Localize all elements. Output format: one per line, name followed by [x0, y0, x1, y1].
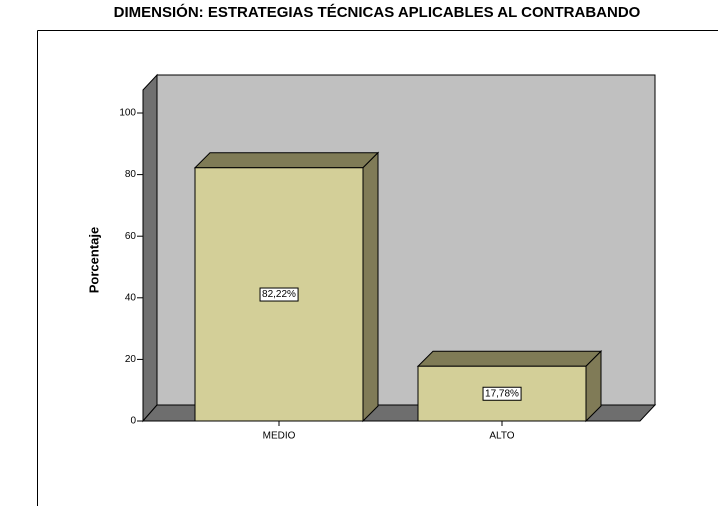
y-tick-label: 40 — [125, 292, 137, 303]
y-tick-label: 0 — [130, 416, 136, 427]
y-tick-label: 60 — [125, 231, 137, 242]
bar-top — [193, 152, 380, 169]
value-label: 82,22% — [262, 289, 296, 300]
x-tick-label: ALTO — [489, 431, 514, 442]
bar-top — [416, 350, 603, 367]
value-label: 17,78% — [485, 388, 519, 399]
value-label-box — [482, 386, 522, 401]
left-wall — [142, 73, 158, 423]
value-label-box — [259, 287, 299, 302]
y-tick-label: 100 — [119, 108, 136, 119]
y-tick-label: 80 — [125, 169, 137, 180]
x-tick-label: MEDIO — [263, 431, 296, 442]
y-tick-label: 20 — [125, 354, 137, 365]
chart-title: DIMENSIÓN: ESTRATEGIAS TÉCNICAS APLICABL… — [114, 3, 641, 21]
y-axis-label: Porcentaje — [86, 227, 101, 293]
bar-side — [362, 151, 379, 423]
